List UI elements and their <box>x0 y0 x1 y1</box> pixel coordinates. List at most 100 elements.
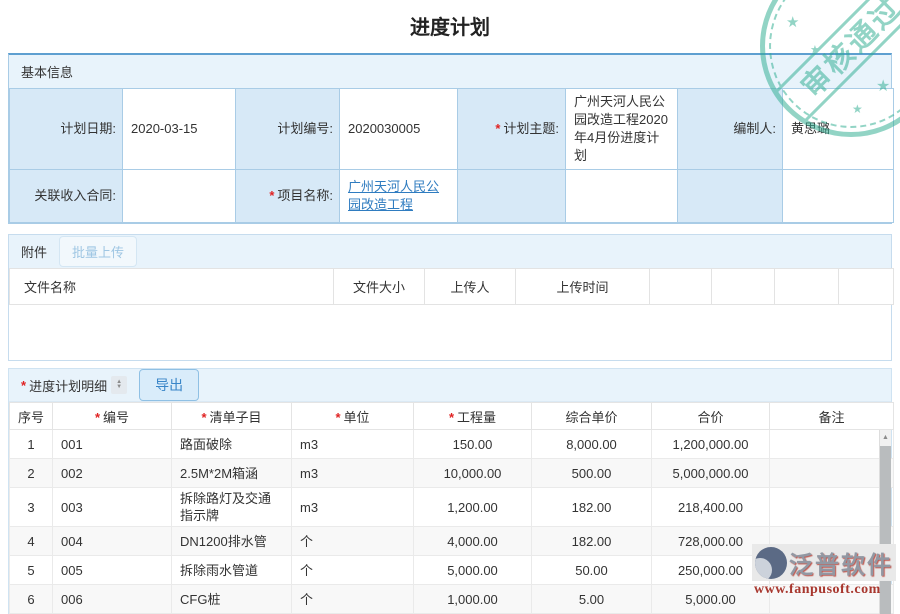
cell-code: 005 <box>52 555 172 585</box>
required-asterisk: * <box>201 409 207 425</box>
project-name-label: * 项目名称: <box>235 169 340 223</box>
batch-upload-button[interactable]: 批量上传 <box>59 236 138 267</box>
empty-label-cell <box>457 169 566 223</box>
plan-number-label: 计划编号: <box>235 88 340 170</box>
cell-remark <box>769 458 894 488</box>
plan-detail-section-header: * 进度计划明细 ▲ ▼ 导出 <box>9 369 891 402</box>
cell-unit-price: 5.00 <box>531 584 652 614</box>
plan-date-label: 计划日期: <box>9 88 123 170</box>
cell-code: 003 <box>52 487 172 527</box>
income-contract-value <box>122 169 236 223</box>
vendor-brand-name: 泛普软件 <box>789 552 893 579</box>
cell-seq: 6 <box>9 584 53 614</box>
cell-unit: m3 <box>291 487 414 527</box>
scroll-up-icon: ▲ <box>882 434 889 441</box>
cell-quantity: 150.00 <box>413 429 532 459</box>
cell-unit: 个 <box>291 584 414 614</box>
cell-seq: 3 <box>9 487 53 527</box>
project-name-label-text: 项目名称: <box>277 188 333 203</box>
basic-info-table: 计划日期: 2020-03-15 计划编号: 2020030005 * 计划主题:… <box>9 88 894 223</box>
cell-item: CFG桩 <box>171 584 292 614</box>
cell-code: 006 <box>52 584 172 614</box>
project-name-value: 广州天河人民公园改造工程 <box>339 169 458 223</box>
cell-remark <box>769 429 894 459</box>
compiler-label: 编制人: <box>677 88 783 170</box>
sort-down-icon: ▼ <box>116 384 123 390</box>
basic-info-section-header: 基本信息 <box>9 55 891 88</box>
cell-unit: 个 <box>291 526 414 556</box>
basic-info-section: 基本信息 计划日期: 2020-03-15 计划编号: 2020030005 *… <box>8 53 894 224</box>
cell-code: 002 <box>52 458 172 488</box>
scrollbar-thumb[interactable] <box>880 446 891 614</box>
cell-code: 004 <box>52 526 172 556</box>
plan-detail-table: 序号 * 编号 * 清单子目 * 单位 * 工程量 综合单价 合价 备注 1 001 路… <box>9 402 894 614</box>
attachment-header-empty <box>649 268 712 305</box>
required-asterisk: * <box>269 188 275 203</box>
unit-header-text: 单位 <box>343 409 370 425</box>
export-button[interactable]: 导出 <box>139 369 200 401</box>
cell-unit-price: 182.00 <box>531 487 652 527</box>
cell-item: 拆除路灯及交通指示牌 <box>171 487 292 527</box>
file-size-header: 文件大小 <box>333 268 425 305</box>
cell-seq: 5 <box>9 555 53 585</box>
cell-total: 218,400.00 <box>651 487 770 527</box>
required-asterisk: * <box>495 121 501 136</box>
attachments-table: 文件名称 文件大小 上传人 上传时间 <box>9 268 894 305</box>
cell-item: 拆除雨水管道 <box>171 555 292 585</box>
cell-unit: m3 <box>291 429 414 459</box>
seq-header: 序号 <box>9 402 53 430</box>
cell-total: 1,200,000.00 <box>651 429 770 459</box>
required-asterisk: * <box>94 409 101 425</box>
basic-info-row: 关联收入合同: * 项目名称: 广州天河人民公园改造工程 <box>9 169 894 223</box>
plan-detail-header-row: 序号 * 编号 * 清单子目 * 单位 * 工程量 综合单价 合价 备注 <box>9 402 894 430</box>
cell-total: 728,000.00 <box>651 526 770 556</box>
cell-total: 5,000,000.00 <box>651 458 770 488</box>
item-header-text: 清单子目 <box>209 409 262 425</box>
basic-info-row: 计划日期: 2020-03-15 计划编号: 2020030005 * 计划主题:… <box>9 88 894 170</box>
required-asterisk: * <box>21 377 27 393</box>
cell-quantity: 4,000.00 <box>413 526 532 556</box>
table-row: 1 001 路面破除 m3 150.00 8,000.00 1,200,000.… <box>9 429 894 459</box>
attachments-title: 附件 <box>21 245 48 260</box>
cell-unit-price: 182.00 <box>531 526 652 556</box>
plan-subject-label: * 计划主题: <box>457 88 566 170</box>
cell-quantity: 5,000.00 <box>413 555 532 585</box>
total-price-header: 合价 <box>651 402 770 430</box>
plan-date-value: 2020-03-15 <box>122 88 236 170</box>
required-asterisk: * <box>448 409 455 425</box>
cell-code: 001 <box>52 429 172 459</box>
page-title: 进度计划 <box>410 17 490 39</box>
sort-toggle-icon[interactable]: ▲ ▼ <box>111 376 128 394</box>
table-row: 3 003 拆除路灯及交通指示牌 m3 1,200.00 182.00 218,… <box>9 487 894 527</box>
empty-value-cell <box>565 169 678 223</box>
cell-unit-price: 50.00 <box>531 555 652 585</box>
plan-detail-section: * 进度计划明细 ▲ ▼ 导出 序号 * 编号 * 清单子目 * 单位 * 工程量 综合… <box>8 368 894 614</box>
cell-quantity: 1,000.00 <box>413 584 532 614</box>
plan-subject-label-text: 计划主题: <box>503 121 559 136</box>
attachments-section: 附件 批量上传 文件名称 文件大小 上传人 上传时间 <box>8 234 894 361</box>
item-header: * 清单子目 <box>171 402 292 430</box>
unit-price-header: 综合单价 <box>531 402 652 430</box>
cell-unit: m3 <box>291 458 414 488</box>
cell-seq: 1 <box>9 429 53 459</box>
income-contract-label: 关联收入合同: <box>9 169 123 223</box>
cell-quantity: 1,200.00 <box>413 487 532 527</box>
vendor-watermark: 泛普软件 www.fanpusoft.com <box>752 544 896 598</box>
compiler-value: 黄思璐 <box>782 88 894 170</box>
empty-value-cell <box>782 169 894 223</box>
attachments-empty-area <box>9 305 891 360</box>
remark-header: 备注 <box>769 402 894 430</box>
project-name-link[interactable]: 广州天河人民公园改造工程 <box>348 179 440 212</box>
cell-seq: 2 <box>9 458 53 488</box>
table-row: 2 002 2.5M*2M箱涵 m3 10,000.00 500.00 5,00… <box>9 458 894 488</box>
upload-time-header: 上传时间 <box>515 268 650 305</box>
code-header-text: 编号 <box>103 409 130 425</box>
plan-number-value: 2020030005 <box>339 88 458 170</box>
cell-unit-price: 8,000.00 <box>531 429 652 459</box>
quantity-header: * 工程量 <box>413 402 532 430</box>
scroll-up-arrow[interactable]: ▲ <box>880 430 891 445</box>
attachments-section-header: 附件 批量上传 <box>9 235 891 268</box>
cell-item: DN1200排水管 <box>171 526 292 556</box>
code-header: * 编号 <box>52 402 172 430</box>
required-asterisk: * <box>335 409 341 425</box>
